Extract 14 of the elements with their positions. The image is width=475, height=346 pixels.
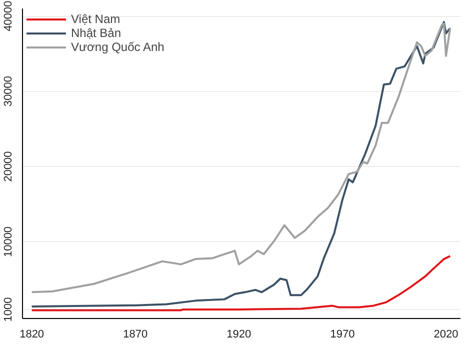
line-series [30, 255, 452, 312]
y-tick-label: 30000 [2, 76, 14, 107]
legend-label: Nhật Bản [71, 26, 122, 40]
x-tick-label: 1870 [123, 328, 148, 340]
y-tick-label: 1000 [2, 297, 14, 322]
x-tick-label: 1970 [330, 328, 355, 340]
legend-label: Vương Quốc Anh [71, 40, 164, 54]
x-tick-label: 1820 [20, 328, 44, 340]
y-tick-label: 20000 [2, 151, 14, 182]
y-tick-label: 10000 [2, 226, 14, 258]
legend-label: Việt Nam [71, 12, 120, 26]
y-tick-label: 40000 [2, 0, 14, 32]
x-tick-label: 1920 [226, 328, 252, 340]
x-tick-label: 2020 [434, 328, 458, 340]
